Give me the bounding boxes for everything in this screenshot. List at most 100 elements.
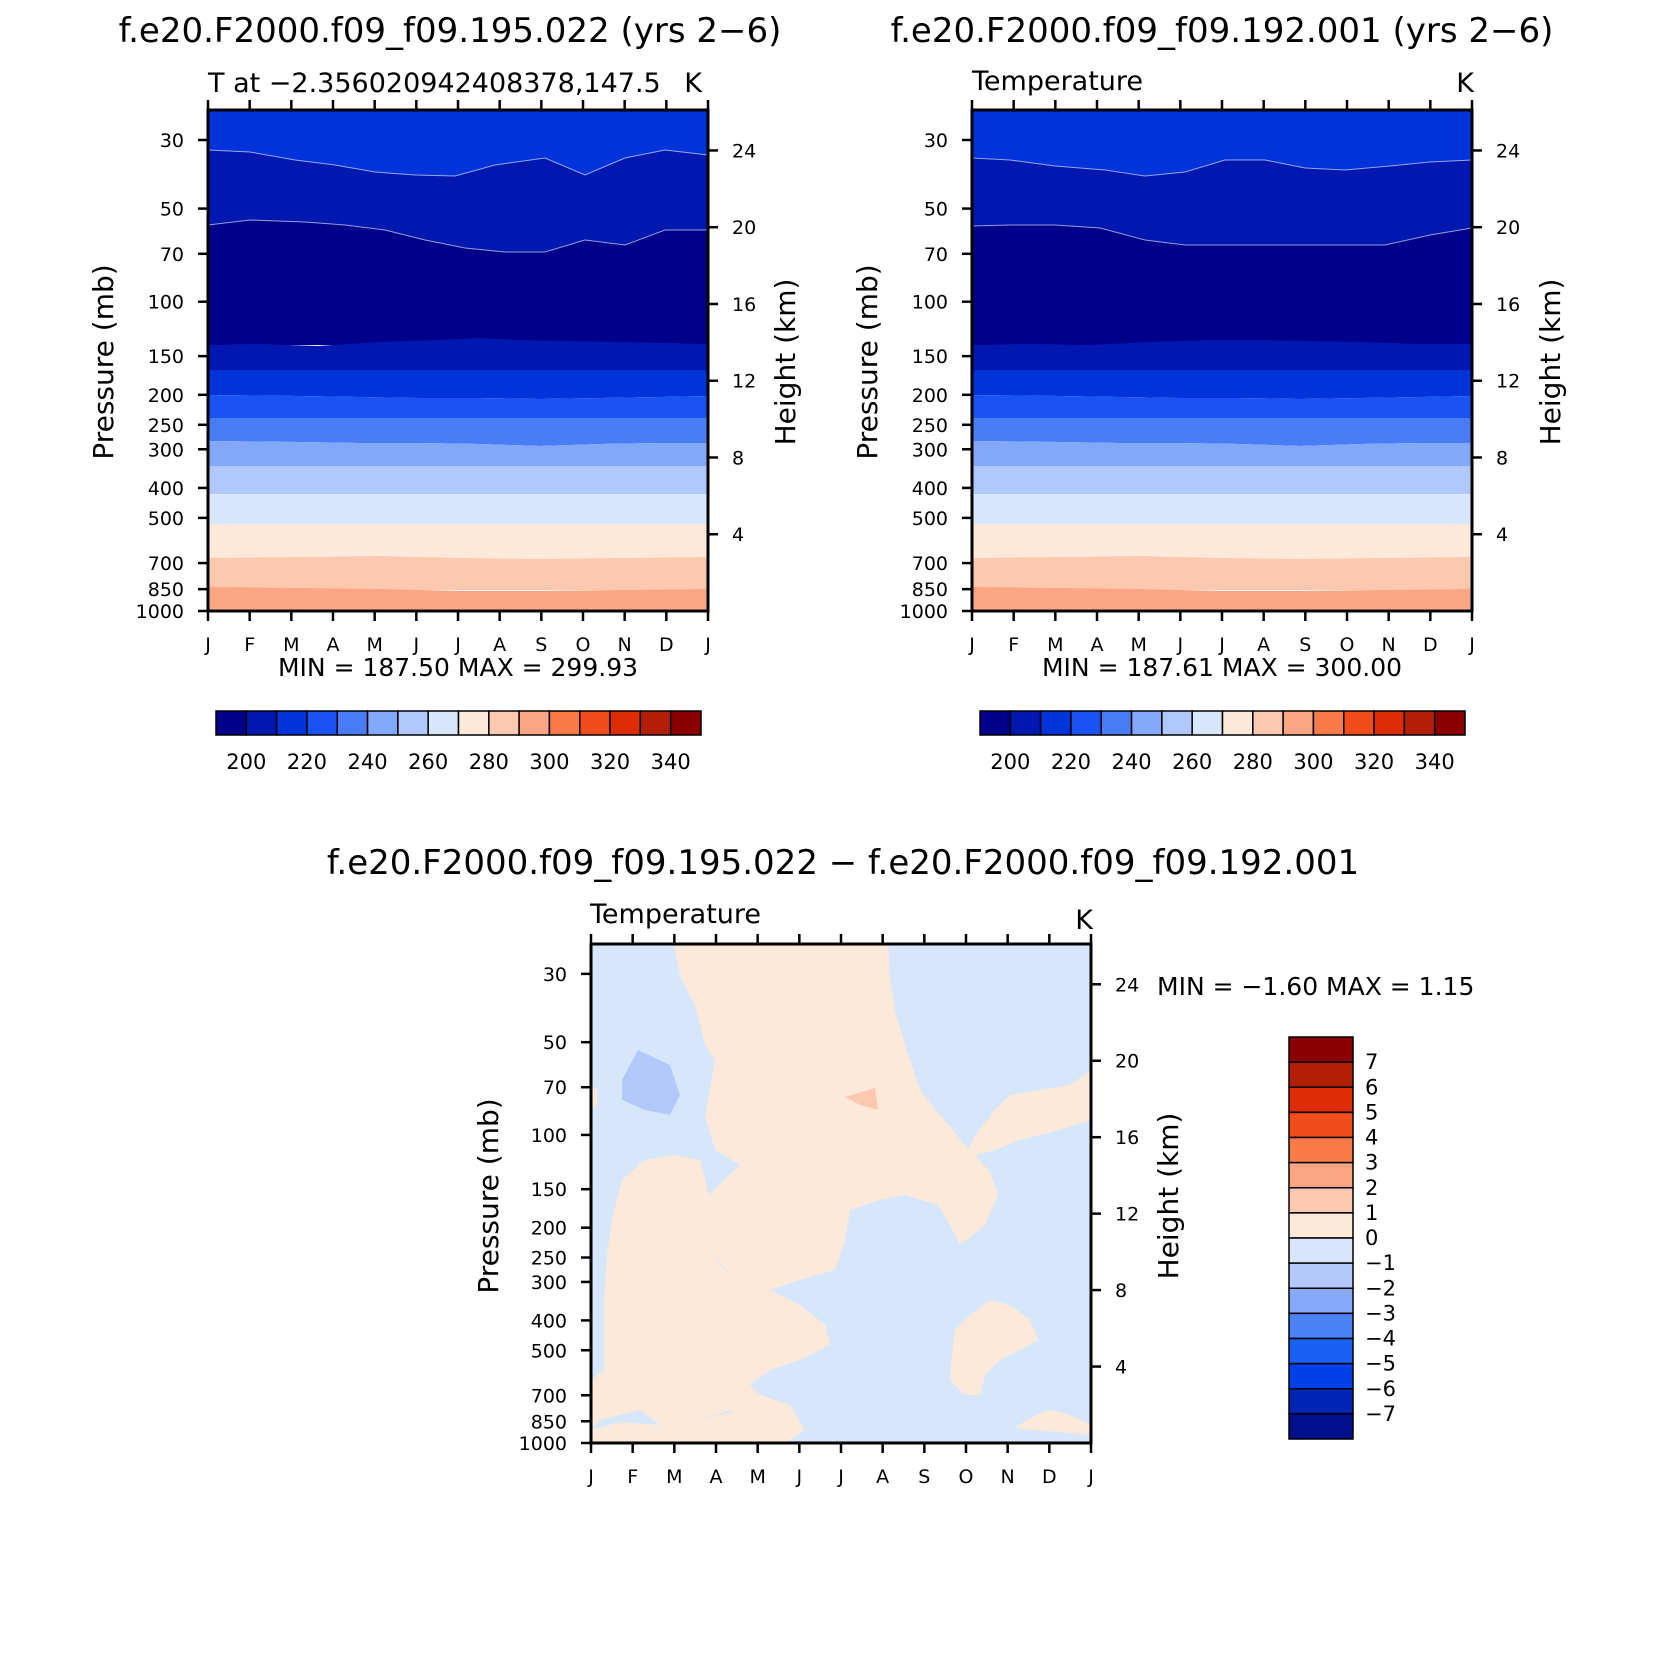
- x-tick-label: J: [704, 634, 711, 656]
- colorbar-label: −6: [1365, 1377, 1396, 1401]
- y-tick-label: 150: [531, 1179, 567, 1201]
- colorbar-box: [609, 710, 642, 736]
- x-tick-label: D: [1042, 1466, 1057, 1488]
- colorbar-box: [1288, 1061, 1354, 1088]
- colorbar-label: 220: [287, 750, 327, 774]
- colorbar-box: [1373, 710, 1406, 736]
- y-tick-label: 1000: [136, 601, 184, 623]
- x-tick-label: M: [1047, 634, 1063, 656]
- band-240-250: [208, 441, 708, 468]
- min-max-stats: MIN = −1.60 MAX = 1.15: [1157, 972, 1474, 1001]
- y2-tick-label: 16: [1496, 294, 1520, 316]
- colorbar-box: [639, 710, 672, 736]
- colorbar-box: [1288, 1237, 1354, 1264]
- x-tick-label: N: [1382, 634, 1396, 656]
- colorbar-box: [245, 710, 278, 736]
- y-tick-label: 850: [531, 1411, 567, 1433]
- colorbar-box: [488, 710, 520, 736]
- colorbar-label: 7: [1365, 1050, 1378, 1074]
- y2-tick-label: 12: [1115, 1204, 1139, 1226]
- colorbar-label: 1: [1365, 1201, 1378, 1225]
- y-tick-label: 400: [531, 1310, 567, 1332]
- panel-left-label: Temperature: [971, 66, 1143, 97]
- colorbar-box: [1070, 710, 1102, 736]
- min-max-stats: MIN = 187.50 MAX = 299.93: [278, 653, 638, 682]
- y2-axis-label: Height (km): [1152, 1113, 1185, 1280]
- y2-axis-label: Height (km): [1534, 279, 1567, 446]
- colorbar-box: [1288, 1262, 1354, 1289]
- y-tick-label: 70: [543, 1077, 567, 1099]
- colorbar-box: [1288, 1111, 1354, 1139]
- colorbar-label: −4: [1365, 1327, 1396, 1351]
- x-tick-label: M: [749, 1466, 765, 1488]
- y2-tick-label: 8: [1115, 1280, 1127, 1302]
- colorbar-box: [1288, 1036, 1354, 1063]
- colorbar-box: [1100, 710, 1133, 736]
- y2-tick-label: 12: [732, 371, 756, 393]
- colorbar: 200 220 240 260 280 300 320 340: [215, 710, 702, 774]
- colorbar-label: 280: [1233, 750, 1273, 774]
- colorbar-label: 3: [1365, 1151, 1378, 1175]
- y-tick-label: 250: [148, 415, 184, 437]
- band-220-230: [208, 395, 708, 420]
- colorbar-box: [1288, 1161, 1354, 1189]
- panel-units: K: [1456, 68, 1475, 99]
- contour-bands: [208, 110, 708, 612]
- colorbar-box: [457, 710, 490, 736]
- y-tick-label: 1000: [900, 601, 948, 623]
- y-tick-label: 100: [912, 292, 948, 314]
- y2-tick-label: 16: [732, 294, 756, 316]
- y-tick-label: 30: [160, 130, 184, 152]
- band-neg1-0-spot: [876, 1314, 885, 1328]
- y-tick-label: 400: [148, 478, 184, 500]
- colorbar-box: [1191, 710, 1224, 736]
- panel-title: f.e20.F2000.f09_f09.195.022 (yrs 2−6): [119, 11, 782, 51]
- colorbar-label: 5: [1365, 1100, 1378, 1124]
- colorbar-label: 260: [408, 750, 448, 774]
- band-200-210-lower: [972, 340, 1472, 372]
- colorbar-box: [366, 710, 399, 736]
- y-axis-label: Pressure (mb): [851, 264, 884, 459]
- colorbar-box: [1288, 1312, 1354, 1340]
- y2-tick-label: 8: [732, 447, 744, 469]
- band-0-1-main: [674, 944, 998, 1440]
- band-250-260: [972, 466, 1472, 494]
- x-tick-label: O: [1340, 634, 1355, 656]
- y-tick-label: 1000: [519, 1433, 567, 1455]
- colorbar-box: [1288, 1136, 1354, 1164]
- x-tick-label: M: [283, 634, 299, 656]
- band-230-240: [972, 418, 1472, 446]
- x-tick-label: J: [413, 634, 420, 656]
- x-tick-label: N: [618, 634, 632, 656]
- colorbar-box: [275, 710, 308, 736]
- x-tick-label: J: [204, 634, 211, 656]
- y-tick-label: 70: [924, 244, 948, 266]
- y-tick-label: 50: [924, 199, 948, 221]
- band-1-2: [845, 1088, 878, 1110]
- panel-195-022: f.e20.F2000.f09_f09.195.022 (yrs 2−6) T …: [87, 11, 802, 774]
- x-tick-label: J: [837, 1466, 844, 1488]
- y2-tick-label: 20: [732, 217, 756, 239]
- contour-lines: [207, 149, 709, 253]
- band-280-290: [208, 556, 708, 590]
- x-tick-label: M: [1130, 634, 1146, 656]
- colorbar-label: −1: [1365, 1251, 1396, 1275]
- x-tick-label: A: [327, 634, 340, 656]
- y2-axis: 24 20 16 12 8 4: [1472, 140, 1520, 546]
- y-tick-label: 50: [160, 199, 184, 221]
- panel-192-001: f.e20.F2000.f09_f09.192.001 (yrs 2−6) Te…: [851, 11, 1567, 774]
- colorbar-box: [518, 710, 551, 736]
- colorbar-box: [1221, 710, 1254, 736]
- band-230-240: [208, 418, 708, 446]
- band-210-220-lower: [972, 370, 1472, 399]
- colorbar-box: [1288, 1388, 1354, 1415]
- band-0-1-right-mid: [950, 1300, 1038, 1395]
- band-270-280: [208, 524, 708, 560]
- colorbar-label: 0: [1365, 1226, 1378, 1250]
- x-tick-label: J: [796, 1466, 803, 1488]
- y2-tick-label: 4: [1115, 1357, 1127, 1379]
- x-tick-label: A: [1091, 634, 1104, 656]
